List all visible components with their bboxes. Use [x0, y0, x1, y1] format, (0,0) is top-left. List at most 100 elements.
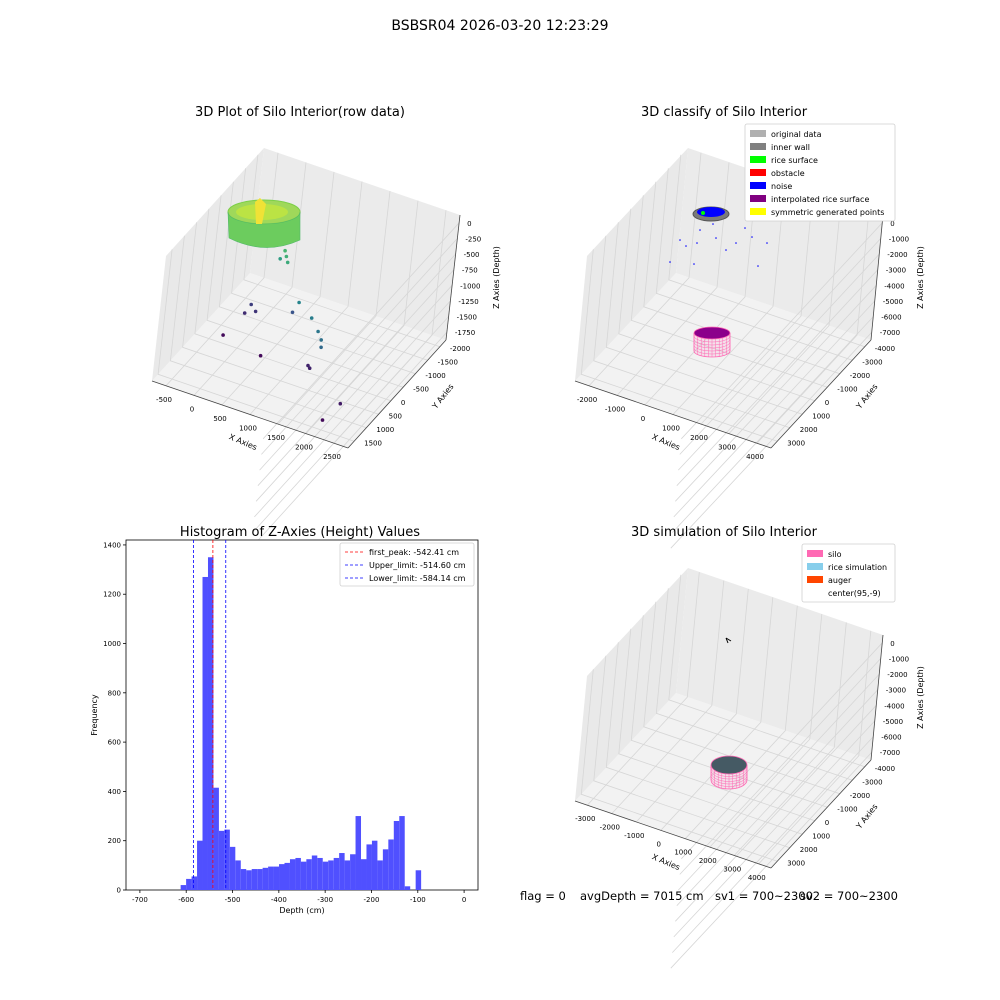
panel4-y-grid	[605, 642, 803, 835]
panel4-z-tick-label: -1000	[889, 655, 909, 663]
panel1-data-point	[319, 345, 323, 350]
panel1-y-tick-label: 1500	[364, 439, 382, 447]
panel1-x-grid	[249, 181, 363, 415]
panel2-x-axis-line	[574, 380, 772, 449]
panel2-x-tick-label: 0	[641, 415, 645, 423]
panel1-y-tick-label: -1000	[425, 372, 445, 380]
histogram-bar	[240, 869, 247, 890]
panel1-y-tick-label: 1000	[376, 426, 394, 434]
histogram-bar	[251, 869, 258, 890]
panel2-noise-cluster	[697, 207, 725, 217]
panel4-y-grid	[643, 601, 840, 795]
sv2-status: sv2 = 700~2300	[800, 889, 898, 903]
panel3-legend-label: first_peak: -542.41 cm	[369, 548, 459, 557]
panel2-legend-swatch	[750, 195, 766, 202]
panel1-z-grid	[254, 300, 451, 518]
panel2-y-grid	[593, 235, 790, 429]
panel2-legend-label: original data	[771, 130, 822, 139]
panel2-legend-swatch	[750, 130, 766, 137]
panel2-z-tick-label: -3000	[886, 267, 906, 275]
panel2-noise-point	[766, 242, 768, 244]
panel2-noise-point	[751, 236, 753, 238]
panel4-floor-pane	[575, 693, 871, 868]
histogram-bar	[344, 860, 351, 890]
panel2-legend-label: noise	[771, 182, 792, 191]
panel1-y-tick-label: 500	[389, 412, 402, 420]
raw-data-3d-plot: 3D Plot of Silo Interior(row data) -500 0 5…	[151, 105, 501, 549]
panel3-y-tick-label: 200	[108, 837, 121, 845]
simulation-3d-plot: 3D simulation of Silo Interior -3000 -2000…	[574, 525, 925, 969]
panel2-legend-swatch	[750, 169, 766, 176]
panel1-x-tick-label: 1500	[267, 434, 285, 442]
panel4-y-tick-label: 3000	[787, 859, 805, 867]
histogram-bar	[295, 857, 301, 890]
histogram-bar	[224, 829, 230, 890]
histogram-bar	[377, 860, 383, 890]
panel4-z-tick-label: 0	[890, 640, 894, 648]
panel1-x-grid	[277, 191, 391, 425]
panel1-z-tick-label: -1250	[458, 298, 478, 306]
panel4-x-tick-label: 3000	[723, 865, 741, 873]
panel1-y-grid	[169, 235, 367, 429]
panel2-z-grid	[678, 253, 880, 471]
figure-title: BSBSR04 2026-03-20 12:23:29	[391, 18, 609, 34]
panel4-x-tick-label: 1000	[674, 849, 692, 857]
panel1-z-grid	[262, 222, 460, 440]
panel1-data-point	[297, 300, 301, 305]
avg-depth-status: avgDepth = 7015 cm	[580, 889, 704, 903]
panel3-y-tick-label: 1200	[103, 591, 121, 599]
histogram-bar	[388, 839, 394, 890]
panel2-z-tick-label: 0	[890, 220, 894, 228]
histogram-bar	[197, 840, 203, 890]
panel2-z-tick-label: -1000	[889, 235, 909, 243]
panel3-y-tick-label: 1400	[103, 541, 121, 549]
panel1-cluster-peak	[255, 198, 266, 224]
panel2-legend-label: inner wall	[771, 143, 810, 152]
panel2-y-tick-label: 3000	[787, 439, 805, 447]
panel1-x-tick-label: -500	[156, 396, 172, 404]
histogram-bar	[262, 867, 269, 890]
panel2-noise-point	[679, 239, 681, 241]
panel4-legend-label: silo	[828, 550, 842, 559]
panel2-noise-point	[712, 223, 714, 225]
panel4-legend-swatch	[807, 550, 823, 557]
panel4-y-tick-label: -3000	[862, 778, 882, 786]
panel4-x-tick-label: -3000	[575, 815, 595, 823]
panel1-y-grid	[206, 195, 404, 388]
histogram-bar	[322, 861, 329, 890]
panel2-noise-point	[744, 227, 746, 229]
panel4-z-tick-label: -6000	[881, 734, 901, 742]
panel1-data-point	[283, 248, 287, 253]
panel2-title: 3D classify of Silo Interior	[641, 105, 808, 120]
panel4-x-tick-label: 2000	[699, 857, 717, 865]
panel4-x-tick-label: 0	[657, 840, 661, 848]
panel1-data-point	[249, 302, 253, 307]
panel2-z-tick-label: -5000	[883, 298, 903, 306]
panel1-y-grid	[194, 208, 392, 402]
panel4-z-grid	[670, 751, 873, 969]
panel4-x-tick-label: -2000	[600, 824, 620, 832]
panel1-z-tick-label: -750	[462, 267, 478, 275]
panel2-x-tick-label: -1000	[605, 405, 625, 413]
panel4-silo	[710, 755, 748, 790]
panel2-z-grid	[673, 300, 876, 518]
panel2-x-axis-label: X Axies	[651, 432, 682, 452]
panel2-noise-point	[725, 249, 727, 251]
panel4-x-grid	[587, 572, 700, 806]
histogram-bar	[404, 886, 411, 890]
panel3-title: Histogram of Z-Axies (Height) Values	[180, 525, 420, 540]
histogram-bar	[300, 861, 307, 890]
panel1-title: 3D Plot of Silo Interior(row data)	[195, 105, 405, 120]
panel2-interpolated-surface	[693, 326, 731, 358]
panel2-x-tick-label: 4000	[746, 453, 764, 461]
panel2-y-axis-label: Y Axies	[854, 382, 880, 411]
panel1-data-point	[253, 309, 258, 314]
panel3-y-tick-label: 800	[108, 689, 121, 697]
panel1-data-point	[278, 257, 283, 261]
panel2-legend-label: interpolated rice surface	[771, 195, 869, 204]
panel2-noise-point	[715, 237, 717, 239]
panel2-z-tick-label: -7000	[880, 329, 900, 337]
panel3-y-tick-label: 400	[108, 788, 121, 796]
panel2-legend-swatch	[750, 208, 766, 215]
panel1-data-point	[290, 310, 295, 315]
